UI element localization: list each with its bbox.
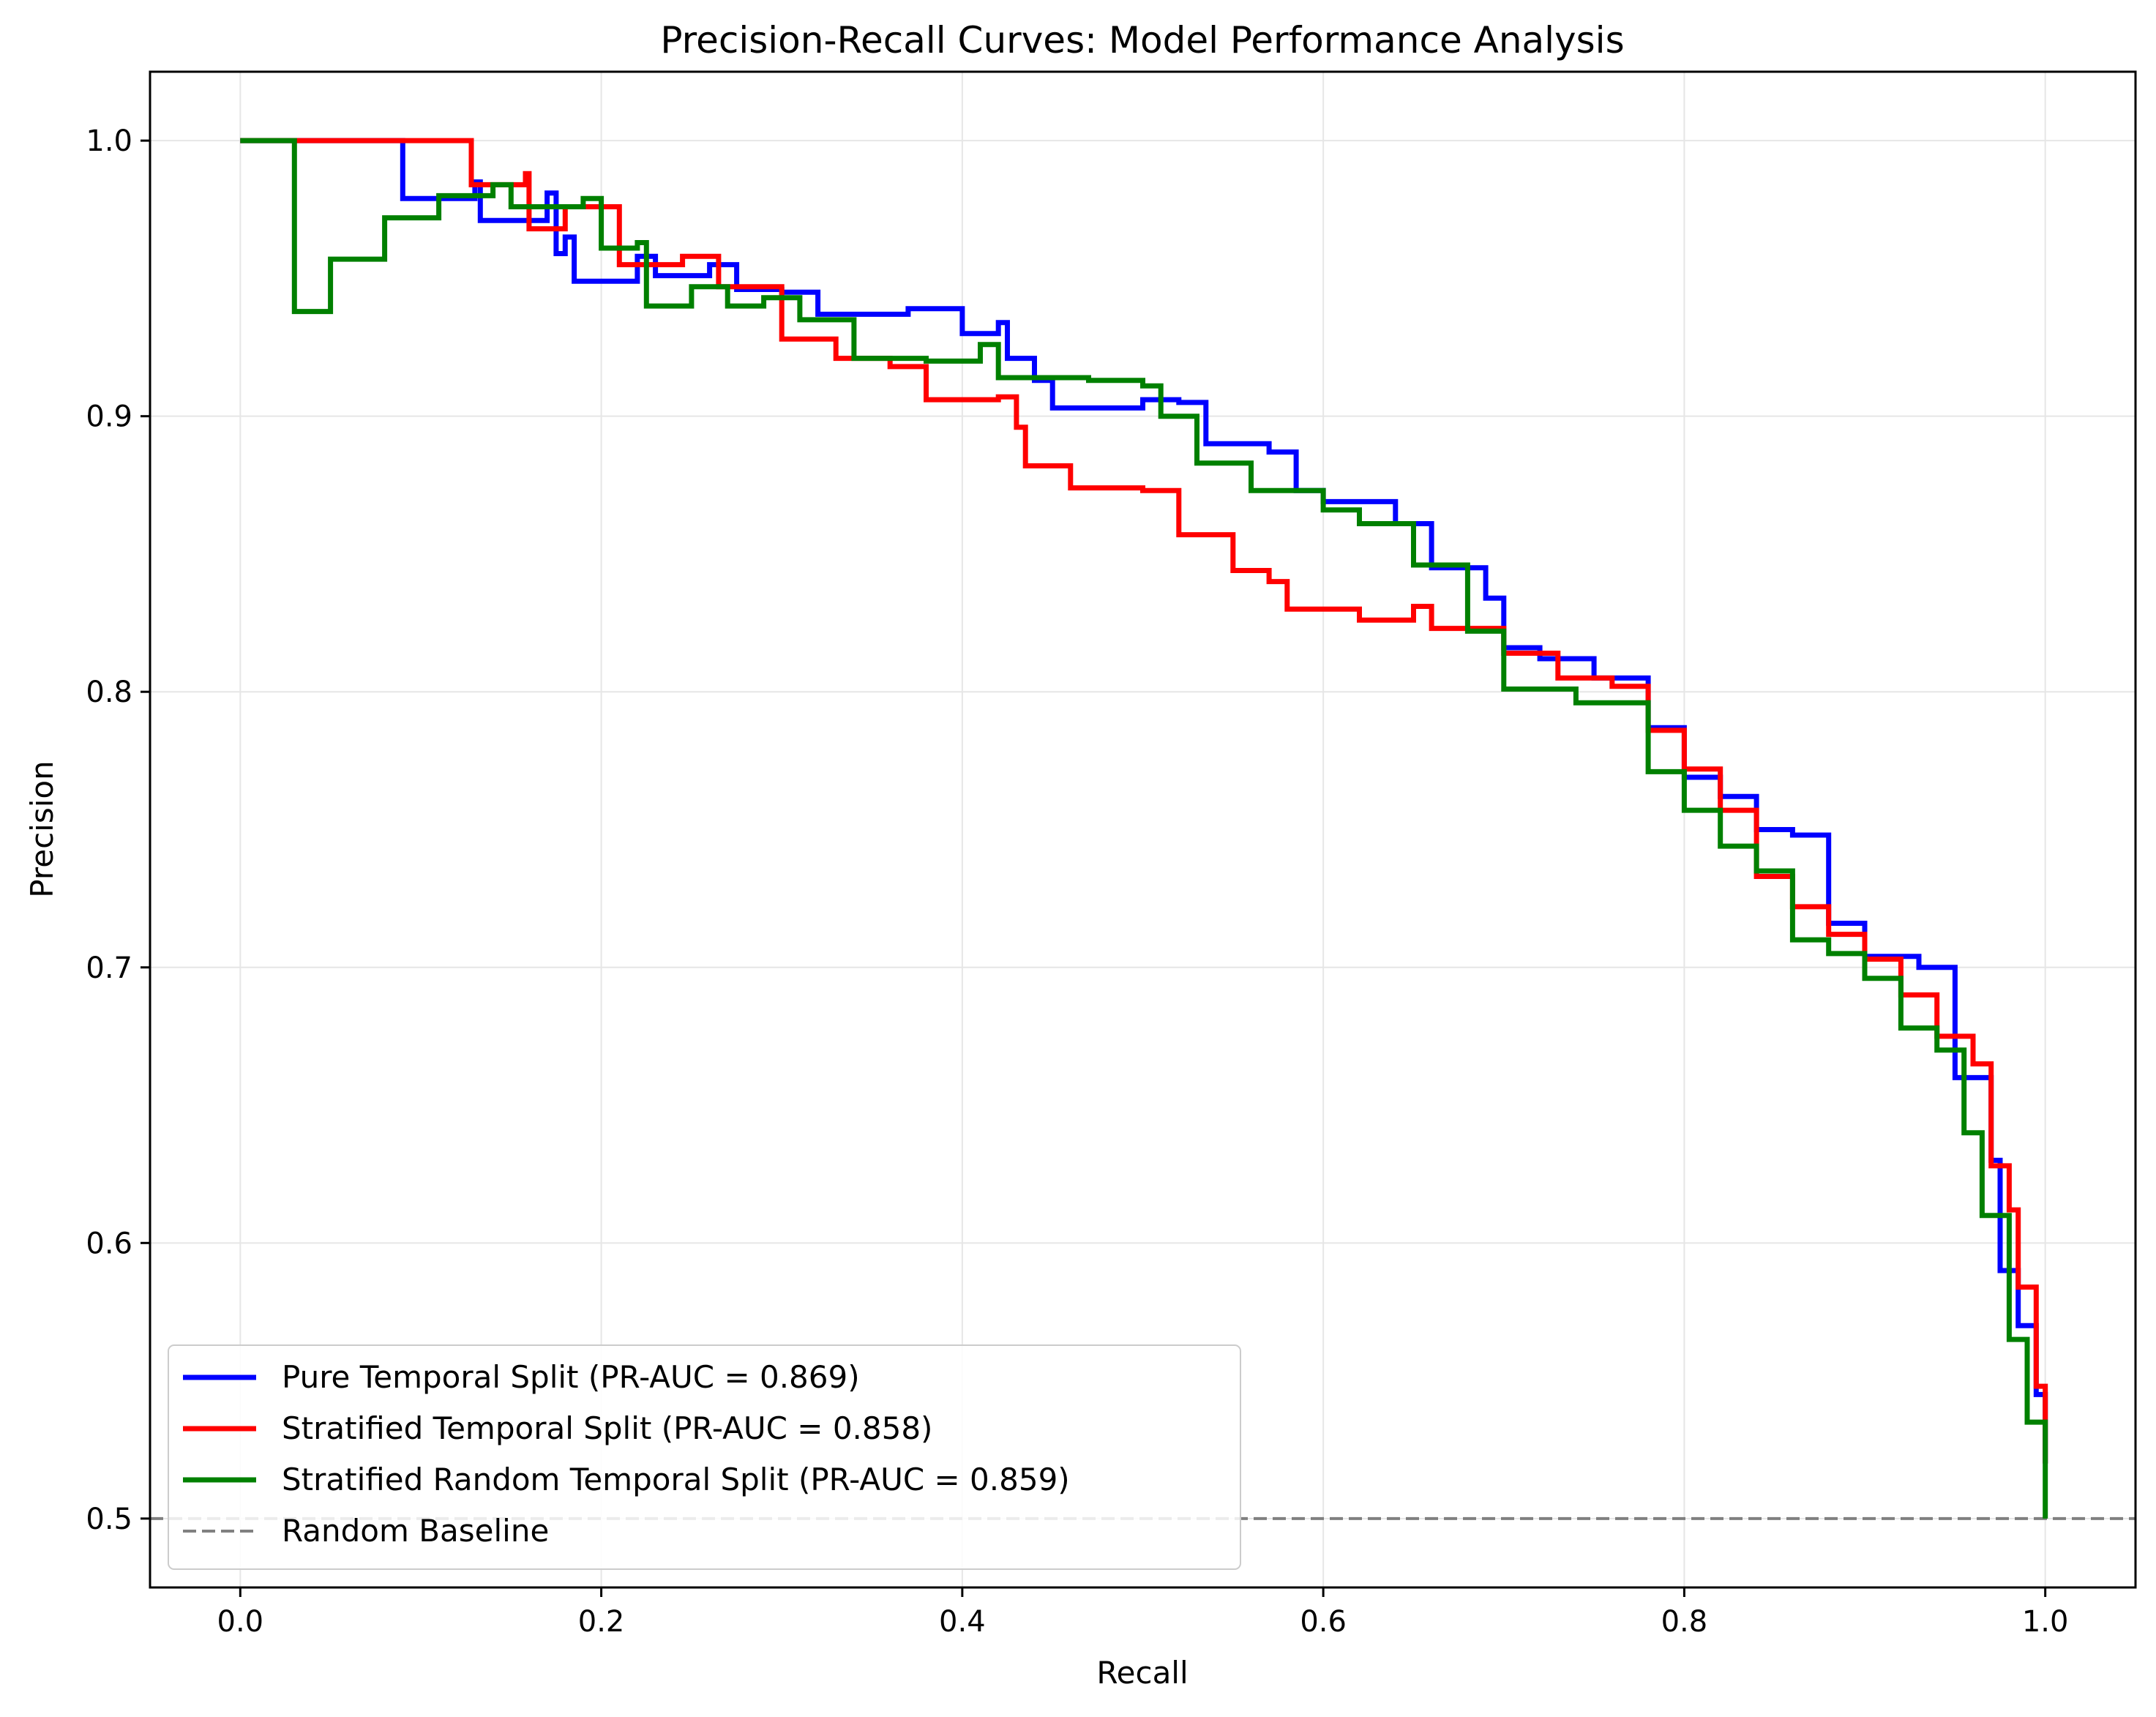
plot-frame [149, 70, 2137, 1589]
y-tick-label: 1.0 [86, 124, 132, 158]
legend-entry: Pure Temporal Split (PR-AUC = 0.869) [282, 1359, 860, 1395]
series-line-2 [240, 138, 2048, 1464]
x-tick-label: 1.0 [2022, 1605, 2069, 1639]
x-axis-label: Recall [1096, 1655, 1188, 1691]
x-tick-label: 0.8 [1661, 1605, 1708, 1639]
legend-box [168, 1344, 1241, 1570]
x-tick-label: 0.2 [578, 1605, 625, 1639]
x-tick-label: 0.4 [939, 1605, 986, 1639]
axis-ticks: 0.0 0.2 0.4 0.6 0.8 1.0 0.5 0.6 0.7 0.8 0.9 1.0 [86, 124, 2068, 1639]
legend-entry: Stratified Temporal Split (PR-AUC = 0.85… [282, 1410, 932, 1446]
series-line-3 [240, 138, 2048, 1519]
legend: Pure Temporal Split (PR-AUC = 0.869) Stra… [168, 1344, 1241, 1570]
x-tick-label: 0.0 [217, 1605, 264, 1639]
y-tick-label: 0.8 [86, 676, 132, 709]
legend-entry: Stratified Random Temporal Split (PR-AUC… [282, 1462, 1070, 1497]
chart-title: Precision-Recall Curves: Model Performan… [660, 19, 1624, 61]
y-tick-label: 0.5 [86, 1503, 132, 1536]
legend-entry: Random Baseline [282, 1513, 549, 1549]
y-tick-label: 0.6 [86, 1227, 132, 1260]
y-tick-label: 0.9 [86, 400, 132, 434]
series-line-1 [240, 138, 2048, 1464]
y-tick-label: 0.7 [86, 951, 132, 985]
y-axis-label: Precision [24, 760, 60, 897]
x-tick-label: 0.6 [1300, 1605, 1347, 1639]
